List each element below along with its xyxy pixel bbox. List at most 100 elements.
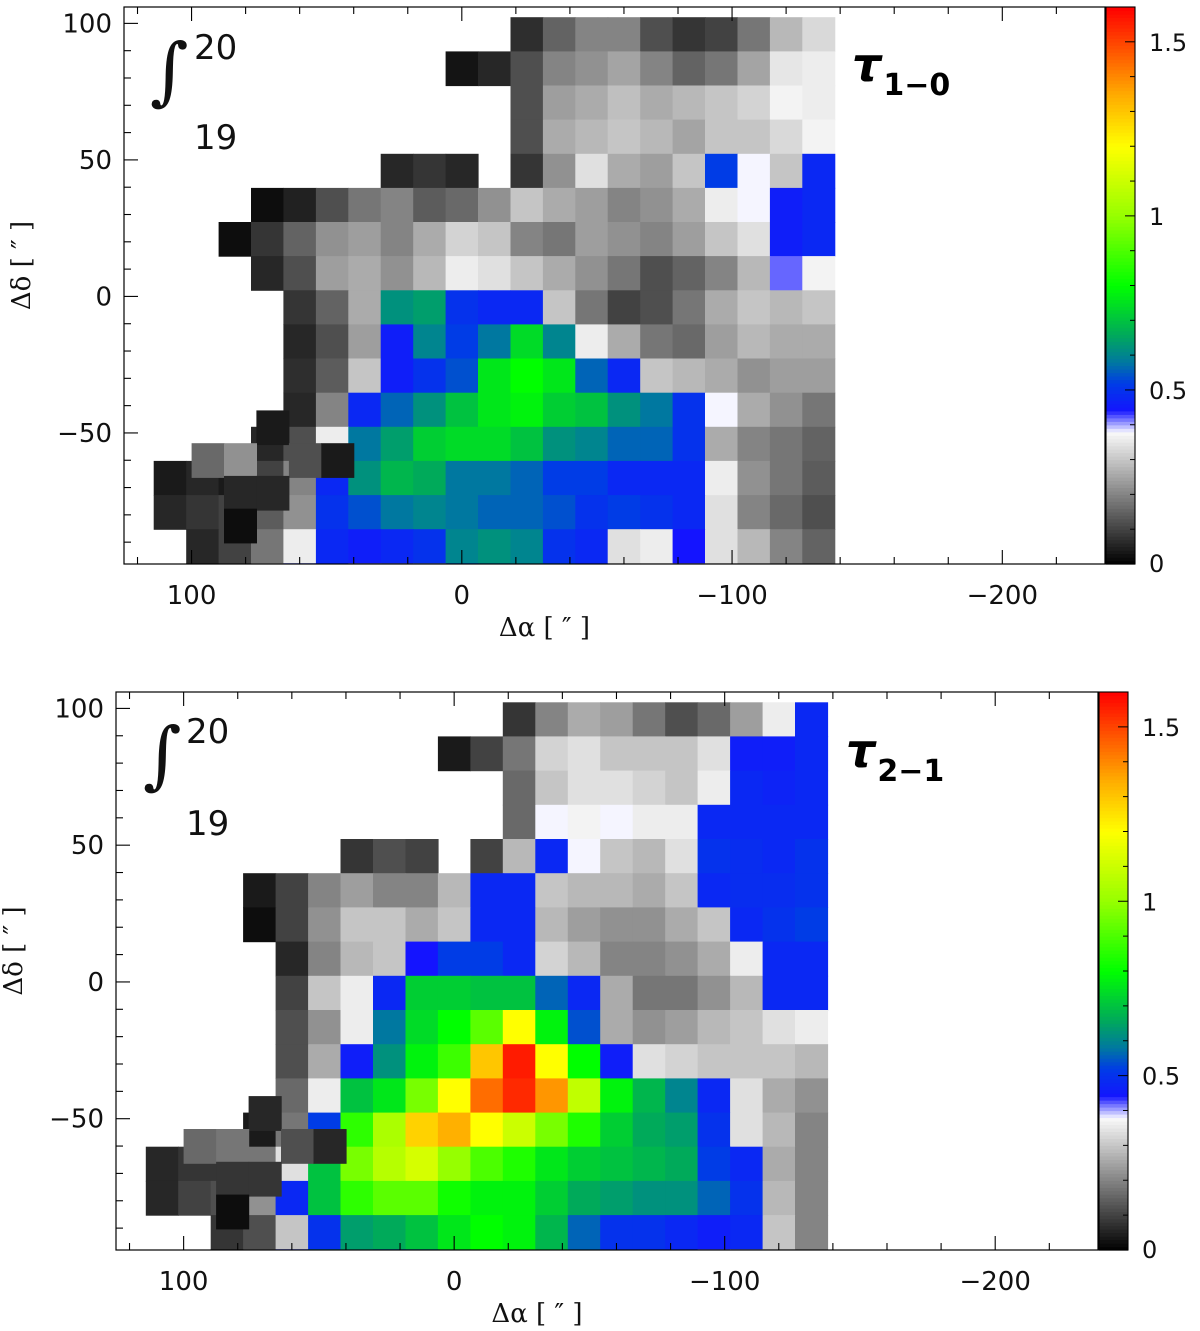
heatmap-cell — [737, 529, 771, 564]
colorbar-segment — [1099, 744, 1128, 749]
y-tick-label: −50 — [57, 419, 112, 449]
colorbar-segment — [1099, 1113, 1128, 1119]
heatmap-cell — [535, 1112, 569, 1148]
colorbar-segment — [1106, 355, 1135, 360]
heatmap-cell — [672, 222, 706, 257]
colorbar-segment — [1099, 821, 1128, 826]
heatmap-cell — [283, 222, 317, 257]
heatmap-cell — [640, 529, 674, 564]
colorbar-segment — [1099, 1148, 1128, 1153]
colorbar-segment — [1106, 125, 1135, 130]
colorbar-segment — [1106, 442, 1135, 447]
colorbar-segment — [1099, 1002, 1128, 1007]
colorbar-segment — [1099, 814, 1128, 819]
heatmap-cell — [413, 460, 447, 496]
heatmap-cell — [575, 85, 609, 121]
heatmap-cell — [769, 17, 803, 52]
colorbar-segment — [1099, 950, 1128, 955]
colorbar-segment — [1099, 1103, 1128, 1108]
heatmap-cell — [216, 1161, 250, 1197]
heatmap-cell — [348, 187, 382, 223]
heatmap-cell — [373, 1215, 407, 1250]
colorbar-segment — [1099, 1169, 1128, 1174]
colorbar-segment — [1099, 810, 1128, 815]
colorbar-segment — [1099, 705, 1128, 711]
heatmap-cell — [510, 392, 544, 428]
heatmap-cell — [705, 51, 738, 87]
colorbar-segment — [1106, 247, 1135, 252]
heatmap-cell — [607, 392, 641, 428]
colorbar-segment — [1099, 1218, 1128, 1223]
heatmap-cell — [665, 1044, 699, 1079]
colorbar-segment — [1099, 1047, 1128, 1052]
heatmap-cell — [640, 222, 674, 257]
heatmap-cell — [313, 1129, 347, 1164]
heatmap-cell — [251, 256, 284, 291]
heatmap-cell — [502, 770, 536, 806]
colorbar-segment — [1106, 424, 1135, 429]
heatmap-cell — [762, 839, 796, 874]
heatmap-cell — [502, 804, 536, 840]
panel-label-bottom: τ2−1 — [846, 724, 944, 789]
heatmap-cell — [381, 597, 414, 632]
colorbar-segment — [1099, 709, 1128, 714]
colorbar-segment — [1099, 988, 1128, 993]
colorbar-segment — [1099, 939, 1128, 944]
colorbar-tick-label: 0 — [1142, 1236, 1157, 1264]
colorbar-segment — [1106, 386, 1135, 391]
heatmap-cell — [437, 736, 471, 772]
heatmap-cell — [413, 495, 447, 530]
x-tick-label: −100 — [689, 1267, 760, 1297]
colorbar-segment — [1106, 139, 1135, 144]
heatmap-cell — [510, 51, 544, 87]
colorbar-segment — [1106, 497, 1135, 502]
heatmap-cells — [153, 17, 836, 632]
tau-symbol-top: τ — [852, 38, 882, 92]
colorbar-segment — [1106, 282, 1135, 287]
heatmap-cell — [437, 975, 471, 1011]
colorbar-segment — [1099, 1239, 1128, 1244]
colorbar-segment — [1099, 1054, 1128, 1059]
y-tick-label: 100 — [54, 694, 104, 724]
heatmap-cell — [769, 153, 803, 189]
colorbar-segment — [1106, 316, 1135, 321]
colorbar-segment — [1106, 463, 1135, 468]
colorbar-tick-label: 1.5 — [1149, 29, 1187, 57]
heatmap-cell — [665, 1146, 699, 1182]
colorbar-segment — [1099, 859, 1128, 864]
heatmap-cell — [437, 1112, 471, 1148]
heatmap-cell — [640, 51, 674, 87]
colorbar-segment — [1106, 480, 1135, 485]
integral-upper-bottom: 20 — [186, 712, 230, 752]
colorbar-segment — [1099, 1229, 1128, 1234]
heatmap-cell — [308, 873, 342, 908]
colorbar-segment — [1106, 306, 1135, 311]
colorbar-segment — [1106, 278, 1135, 283]
heatmap-cell — [665, 736, 699, 772]
heatmap-cell — [470, 1010, 504, 1045]
heatmap-cell — [762, 702, 796, 738]
heatmap-cell — [737, 187, 771, 223]
heatmap-cell — [251, 597, 284, 632]
heatmap-cell — [315, 290, 349, 325]
heatmap-cell — [762, 907, 796, 943]
colorbar-segment — [1099, 841, 1128, 847]
heatmap-cell — [762, 1112, 796, 1148]
heatmap-cell — [478, 460, 511, 496]
colorbar-segment — [1099, 946, 1128, 951]
colorbar-segment — [1106, 490, 1135, 495]
colorbar-segment — [1099, 929, 1128, 934]
colorbar-segment — [1106, 107, 1135, 113]
colorbar-segment — [1099, 831, 1128, 836]
heatmap-cell — [795, 1010, 829, 1045]
heatmap-cell — [737, 119, 771, 155]
colorbar-segment — [1099, 1141, 1128, 1146]
colorbar-segment — [1099, 807, 1128, 812]
heatmap-cell — [191, 443, 225, 478]
colorbar-segment — [1106, 466, 1135, 471]
heatmap-cell — [730, 873, 764, 908]
colorbar-tick-label: 1 — [1149, 203, 1164, 231]
heatmap-cell — [308, 1078, 342, 1114]
colorbar-segment — [1099, 953, 1128, 958]
heatmap-cell — [542, 426, 576, 462]
